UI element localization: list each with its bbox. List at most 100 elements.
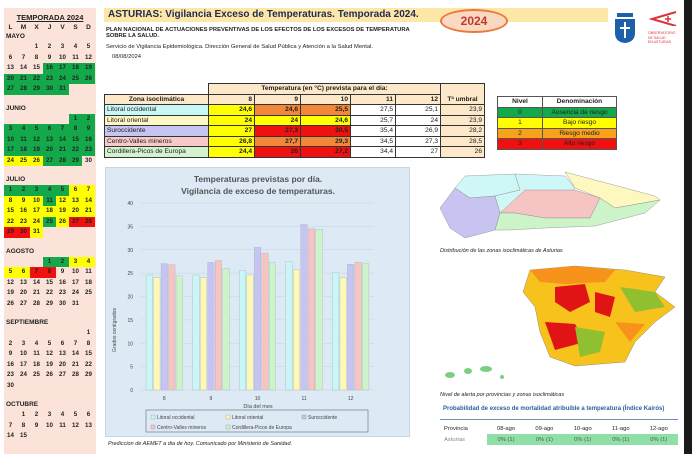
calendar-day: 28 [82, 216, 95, 227]
empty-cell [4, 114, 17, 125]
calendar-day: 25 [17, 155, 30, 166]
calendar-day: 1 [4, 185, 17, 196]
temperature-value: 27,3 [254, 125, 301, 137]
calendar-day: 19 [46, 360, 53, 368]
calendar-day: 5 [30, 124, 43, 135]
calendar-day: 15 [46, 278, 53, 286]
year-badge: 2024 [440, 9, 508, 33]
calendar-day: 23 [7, 371, 14, 378]
calendar-day: 30 [17, 227, 30, 238]
month-name: SEPTIEMBRE [6, 319, 49, 326]
calendar-day: 7 [73, 339, 78, 347]
weekday-label: X [34, 24, 39, 31]
calendar-day: 2 [56, 256, 69, 267]
calendar-day: 9 [60, 268, 65, 275]
empty-cell [30, 328, 43, 339]
calendar-day: 1 [43, 256, 56, 267]
temperature-value: 24 [254, 114, 301, 126]
y-tick-label: 35 [127, 224, 133, 230]
calendar-day: 8 [4, 195, 17, 206]
empty-cell [17, 42, 30, 53]
calendar-day: 12 [7, 278, 14, 286]
calendar-day: 15 [85, 350, 92, 357]
zone-name: Litoral oriental [104, 114, 209, 126]
asturias-zones-map [439, 171, 661, 239]
bar-litoral-occidental [145, 274, 153, 391]
calendar-day: 11 [43, 195, 56, 206]
calendar-day: 31 [72, 299, 79, 307]
kairos-divider [440, 419, 678, 420]
calendar-day: 23 [59, 289, 66, 296]
calendar-day: 24 [20, 371, 27, 378]
y-tick-label: 40 [127, 201, 133, 207]
calendar-day: 17 [72, 278, 79, 286]
month-grid: 1 2 3 4 5 6 7 8 9 10 11 12 13 14 15 16 17 18 19 20 21 22 23 24 2… [4, 328, 96, 391]
bar-litoral-oriental [246, 274, 254, 391]
bar-cordillera-picos-de-europa [315, 229, 323, 391]
calendar-day: 27 [20, 299, 27, 307]
calendar-day: 22 [85, 360, 92, 368]
calendar-day: 16 [43, 63, 56, 74]
calendar-month: AGOSTO 1 2 3 4 5 6 7 8 9 10 11 12 13 14 15 16 17 18 19 20 21 2… [4, 248, 96, 310]
temperature-value: 24,4 [208, 146, 255, 158]
kairos-value: 0% (1) [639, 434, 678, 445]
umbral-value: 28,5 [440, 135, 485, 147]
calendar-day: 14 [82, 195, 95, 206]
empty-cell [17, 257, 30, 268]
zone-name: Litoral occidental [104, 104, 209, 116]
y-tick-label: 25 [127, 271, 133, 277]
calendar-day: 12 [30, 134, 43, 145]
calendar-day: 26 [82, 73, 95, 84]
calendar-day: 30 [7, 381, 14, 389]
month-name: JUNIO [6, 104, 26, 112]
zone-name: Suroccidente [104, 125, 209, 137]
calendar-day: 3 [47, 411, 52, 418]
calendar-day: 13 [7, 64, 14, 71]
calendar-day: 22 [30, 73, 43, 84]
calendar-day: 26 [7, 299, 14, 307]
empty-cell [30, 114, 43, 125]
umbral-header: Tª umbral [440, 94, 485, 105]
temperature-value: 27,5 [350, 104, 396, 116]
calendar-day: 17 [20, 360, 27, 368]
kairos-header: Provincia [444, 425, 468, 432]
month-name: JULIO [6, 176, 26, 183]
canary-islands-map [445, 366, 504, 379]
temperature-row: Suroccidente 27 27,3 30,5 35,4 26,9 28,2 [104, 125, 485, 137]
calendar-day: 5 [4, 267, 17, 278]
empty-cell [56, 114, 69, 125]
calendar-day: 7 [82, 185, 95, 196]
temperature-row: Centro-Valles mineros 26,8 27,7 29,3 34,5 27,… [104, 135, 485, 147]
umbral-value: 26 [440, 146, 485, 158]
calendar-day: 25 [85, 289, 92, 296]
calendar-day: 16 [7, 360, 14, 368]
y-tick-label: 15 [127, 318, 133, 324]
kairos-value: 0% (1) [563, 434, 602, 445]
calendar-day: 26 [30, 155, 43, 166]
calendar-day: 21 [33, 289, 40, 296]
calendar-day: 17 [30, 206, 43, 217]
calendar-day: 20 [43, 145, 56, 156]
y-axis-label: Grados centígrados [112, 308, 118, 352]
plan-text: PLAN NACIONAL DE ACTUACIONES PREVENTIVAS… [106, 27, 410, 39]
window-edge [684, 0, 692, 454]
calendar-day: 3 [4, 124, 17, 135]
calendar-day: 23 [17, 216, 30, 227]
calendar-day: 5 [73, 411, 78, 418]
legend-swatch [301, 414, 307, 420]
calendar-day: 28 [72, 371, 79, 378]
weekday-label: L [8, 24, 13, 31]
calendar-day: 30 [59, 299, 66, 307]
calendar-day: 22 [4, 216, 17, 227]
kairos-header: 12-ago [649, 425, 668, 432]
zone-header: Zona isoclimática [104, 93, 209, 105]
empty-cell [17, 114, 30, 125]
temperature-value: 27,7 [254, 135, 301, 147]
calendar-day: 28 [17, 84, 30, 95]
calendar-day: 8 [21, 421, 26, 429]
risk-level-row: 1 Bajo riesgo [497, 117, 617, 129]
level-name: Alto riesgo [542, 138, 617, 150]
calendar-day: 11 [72, 53, 79, 61]
empty-cell [4, 410, 17, 421]
day-header: 10 [300, 93, 351, 105]
